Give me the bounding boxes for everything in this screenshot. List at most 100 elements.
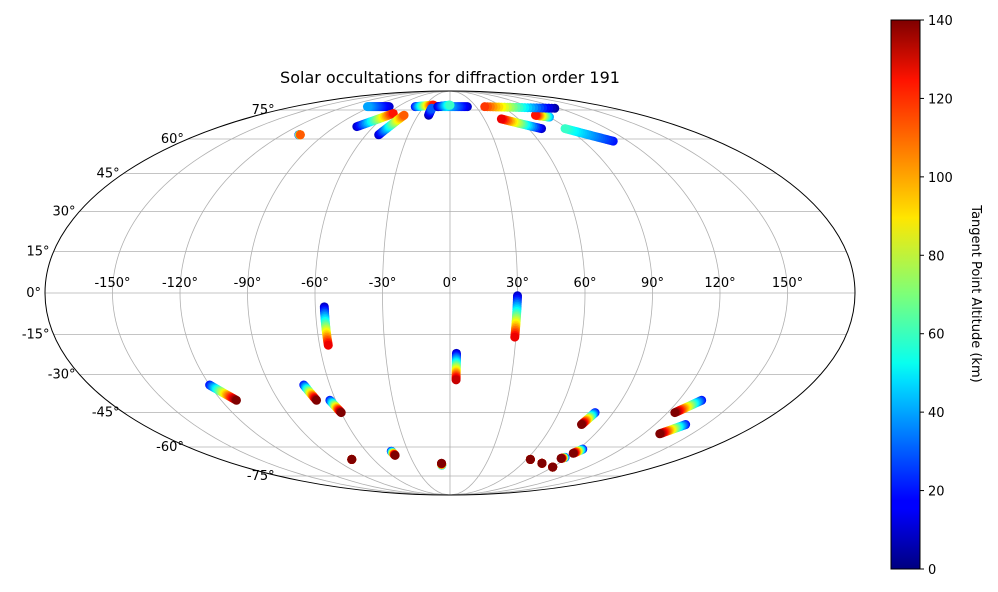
occultation-track bbox=[480, 102, 560, 113]
occultation-track bbox=[362, 102, 394, 112]
occultation-track bbox=[347, 454, 357, 464]
occultation-track bbox=[560, 124, 618, 146]
lon-tick-label: 0° bbox=[443, 276, 458, 291]
occultation-track bbox=[299, 380, 322, 405]
meridian-line bbox=[314, 91, 451, 495]
data-point bbox=[323, 340, 333, 350]
occultation-track bbox=[556, 452, 570, 463]
lat-tick-label: -75° bbox=[247, 469, 275, 484]
occultation-track bbox=[525, 454, 535, 464]
occultation-track bbox=[530, 110, 554, 122]
data-point bbox=[445, 100, 455, 110]
lon-tick-label: 90° bbox=[641, 276, 664, 291]
data-point bbox=[347, 454, 357, 464]
meridian-line bbox=[449, 91, 586, 495]
data-point bbox=[530, 110, 540, 120]
data-point bbox=[295, 130, 305, 140]
data-point bbox=[568, 448, 578, 458]
data-point bbox=[496, 114, 506, 124]
data-point bbox=[670, 408, 680, 418]
lon-tick-label: 150° bbox=[772, 276, 803, 291]
lat-tick-label: 0° bbox=[26, 286, 41, 301]
occultation-track bbox=[568, 444, 588, 458]
data-point bbox=[655, 429, 665, 439]
occultation-track bbox=[319, 302, 333, 350]
lon-tick-label: 30° bbox=[506, 276, 529, 291]
lat-tick-label: 60° bbox=[161, 132, 184, 147]
lon-tick-label: 60° bbox=[573, 276, 596, 291]
lat-tick-label: -60° bbox=[156, 440, 184, 455]
colorbar-tick-label: 60 bbox=[928, 328, 945, 343]
occultation-track bbox=[352, 108, 398, 132]
data-point bbox=[399, 110, 409, 120]
lat-tick-label: -45° bbox=[92, 406, 120, 421]
occultation-track bbox=[437, 458, 447, 470]
occultation-track bbox=[548, 462, 558, 472]
meridian-line bbox=[247, 91, 451, 495]
occultation-track bbox=[576, 408, 600, 430]
occultation-tracks bbox=[205, 100, 707, 472]
colorbar-tick-label: 100 bbox=[928, 171, 953, 186]
occultation-track bbox=[537, 458, 547, 468]
latitude-tick-labels: -75° -60° -45° -30° -15° 0° 15° 30° 45° 60° 75° bbox=[22, 103, 275, 484]
data-point bbox=[560, 124, 570, 134]
data-point bbox=[480, 102, 490, 112]
data-point bbox=[537, 458, 547, 468]
lat-tick-label: 30° bbox=[52, 204, 75, 219]
lon-tick-label: -90° bbox=[234, 276, 262, 291]
data-point bbox=[451, 375, 461, 385]
data-point bbox=[336, 408, 346, 418]
colorbar-ticks: 0 20 40 60 80 100 120 140 bbox=[920, 14, 953, 578]
data-point bbox=[525, 454, 535, 464]
lat-tick-label: -30° bbox=[48, 368, 76, 383]
colorbar-tick-label: 0 bbox=[928, 563, 936, 578]
data-point bbox=[231, 395, 241, 405]
meridian-line bbox=[112, 91, 451, 495]
meridian-line bbox=[449, 91, 788, 495]
colorbar-tick-label: 120 bbox=[928, 92, 953, 107]
colorbar-gradient bbox=[890, 19, 921, 570]
data-point bbox=[437, 458, 447, 468]
colorbar-tick-label: 140 bbox=[928, 14, 953, 29]
map-grid bbox=[45, 91, 855, 495]
occultation-track bbox=[325, 395, 346, 418]
data-point bbox=[388, 108, 398, 118]
meridian-line bbox=[382, 91, 451, 495]
data-point bbox=[548, 462, 558, 472]
longitude-tick-labels: -150° -120° -90° -60° -30° 0° 30° 60° 90° 120° 150… bbox=[94, 276, 803, 291]
occultation-track bbox=[451, 348, 461, 385]
data-point bbox=[556, 453, 566, 463]
colorbar-tick-label: 80 bbox=[928, 249, 945, 264]
lat-tick-label: -15° bbox=[22, 327, 50, 342]
colorbar-tick-label: 40 bbox=[928, 406, 945, 421]
colorbar: 0 20 40 60 80 100 120 140 Tangent Point Altitud… bbox=[890, 14, 983, 578]
colorbar-tick-label: 20 bbox=[928, 485, 945, 500]
meridian-line bbox=[179, 91, 451, 495]
meridian-line bbox=[449, 91, 721, 495]
occultation-track bbox=[510, 291, 522, 342]
lon-tick-label: -30° bbox=[369, 276, 397, 291]
data-point bbox=[312, 395, 322, 405]
data-point bbox=[390, 450, 400, 460]
lon-tick-label: -60° bbox=[301, 276, 329, 291]
data-point bbox=[576, 420, 586, 430]
lon-tick-label: -150° bbox=[94, 276, 130, 291]
colorbar-label: Tangent Point Altitude (km) bbox=[968, 204, 983, 382]
data-point bbox=[362, 102, 372, 112]
lat-tick-label: 75° bbox=[252, 103, 275, 118]
occultation-track bbox=[670, 395, 707, 418]
occultation-track bbox=[655, 420, 691, 439]
lat-tick-label: 45° bbox=[97, 166, 120, 181]
occultation-track bbox=[374, 110, 409, 140]
occultation-track bbox=[496, 114, 547, 134]
data-point bbox=[510, 332, 520, 342]
occultation-track bbox=[433, 100, 455, 112]
occultation-track bbox=[294, 130, 305, 140]
map-border bbox=[44, 90, 856, 496]
occultation-track bbox=[205, 380, 241, 405]
lat-tick-label: 15° bbox=[27, 245, 50, 260]
occultation-track bbox=[386, 446, 400, 460]
lon-tick-label: 120° bbox=[704, 276, 735, 291]
occultation-track bbox=[424, 103, 437, 120]
